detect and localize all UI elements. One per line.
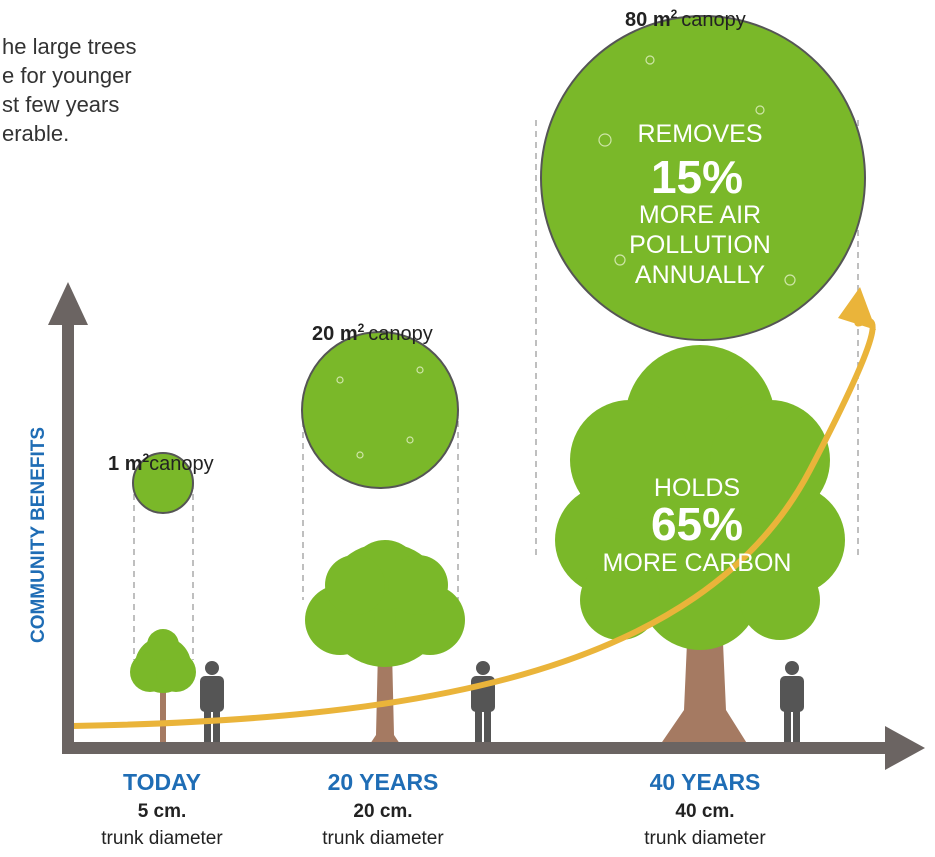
callout-text: MORE CARBON bbox=[603, 549, 792, 577]
intro-line: e for younger bbox=[2, 63, 132, 88]
canopy-exp: 2 bbox=[358, 321, 365, 335]
canopy-exp: 2 bbox=[671, 7, 678, 21]
canopy-value: 20 bbox=[312, 323, 334, 345]
stage-label: 20 YEARS bbox=[328, 769, 439, 795]
stage-diameter: 5 cm. bbox=[138, 801, 187, 822]
callout-figure: 15% bbox=[651, 151, 743, 203]
stage-diameter: 40 cm. bbox=[675, 801, 734, 822]
stage-diameter: 20 cm. bbox=[353, 801, 412, 822]
intro-line: erable. bbox=[2, 121, 69, 146]
callout-text: ANNUALLY bbox=[635, 261, 765, 289]
canopy-word: canopy bbox=[149, 453, 214, 475]
y-axis-label: COMMUNITY BENEFITS bbox=[28, 427, 49, 643]
intro-line: he large trees bbox=[2, 34, 137, 59]
tree-small bbox=[130, 629, 196, 747]
intro-line: st few years bbox=[2, 92, 119, 117]
stage-label: TODAY bbox=[123, 769, 201, 795]
tree-medium bbox=[305, 540, 465, 747]
canopy-value: 1 bbox=[108, 453, 119, 475]
growth-arrowhead bbox=[838, 287, 876, 330]
stage-note: trunk diameter bbox=[322, 828, 444, 849]
canopy-top bbox=[302, 332, 458, 488]
stage-label: 40 YEARS bbox=[650, 769, 761, 795]
infographic: he large trees e for younger st few year… bbox=[0, 0, 935, 857]
canopy-value: 80 bbox=[625, 9, 647, 31]
callout-text: MORE AIR bbox=[639, 201, 761, 229]
canopy-unit: m bbox=[653, 9, 671, 31]
canopy-unit: m bbox=[125, 453, 143, 475]
callout-text: REMOVES bbox=[637, 120, 762, 148]
callout-text: POLLUTION bbox=[629, 231, 771, 259]
stage-note: trunk diameter bbox=[644, 828, 766, 849]
person bbox=[780, 661, 804, 746]
callout-figure: 65% bbox=[651, 498, 743, 550]
canopy-word: canopy bbox=[368, 323, 433, 345]
canopy-label: 1 m2canopy bbox=[108, 451, 214, 475]
canopy-unit: m bbox=[340, 323, 358, 345]
canopy-word: canopy bbox=[681, 9, 746, 31]
person bbox=[200, 661, 224, 746]
stage-note: trunk diameter bbox=[101, 828, 223, 849]
person bbox=[471, 661, 495, 746]
